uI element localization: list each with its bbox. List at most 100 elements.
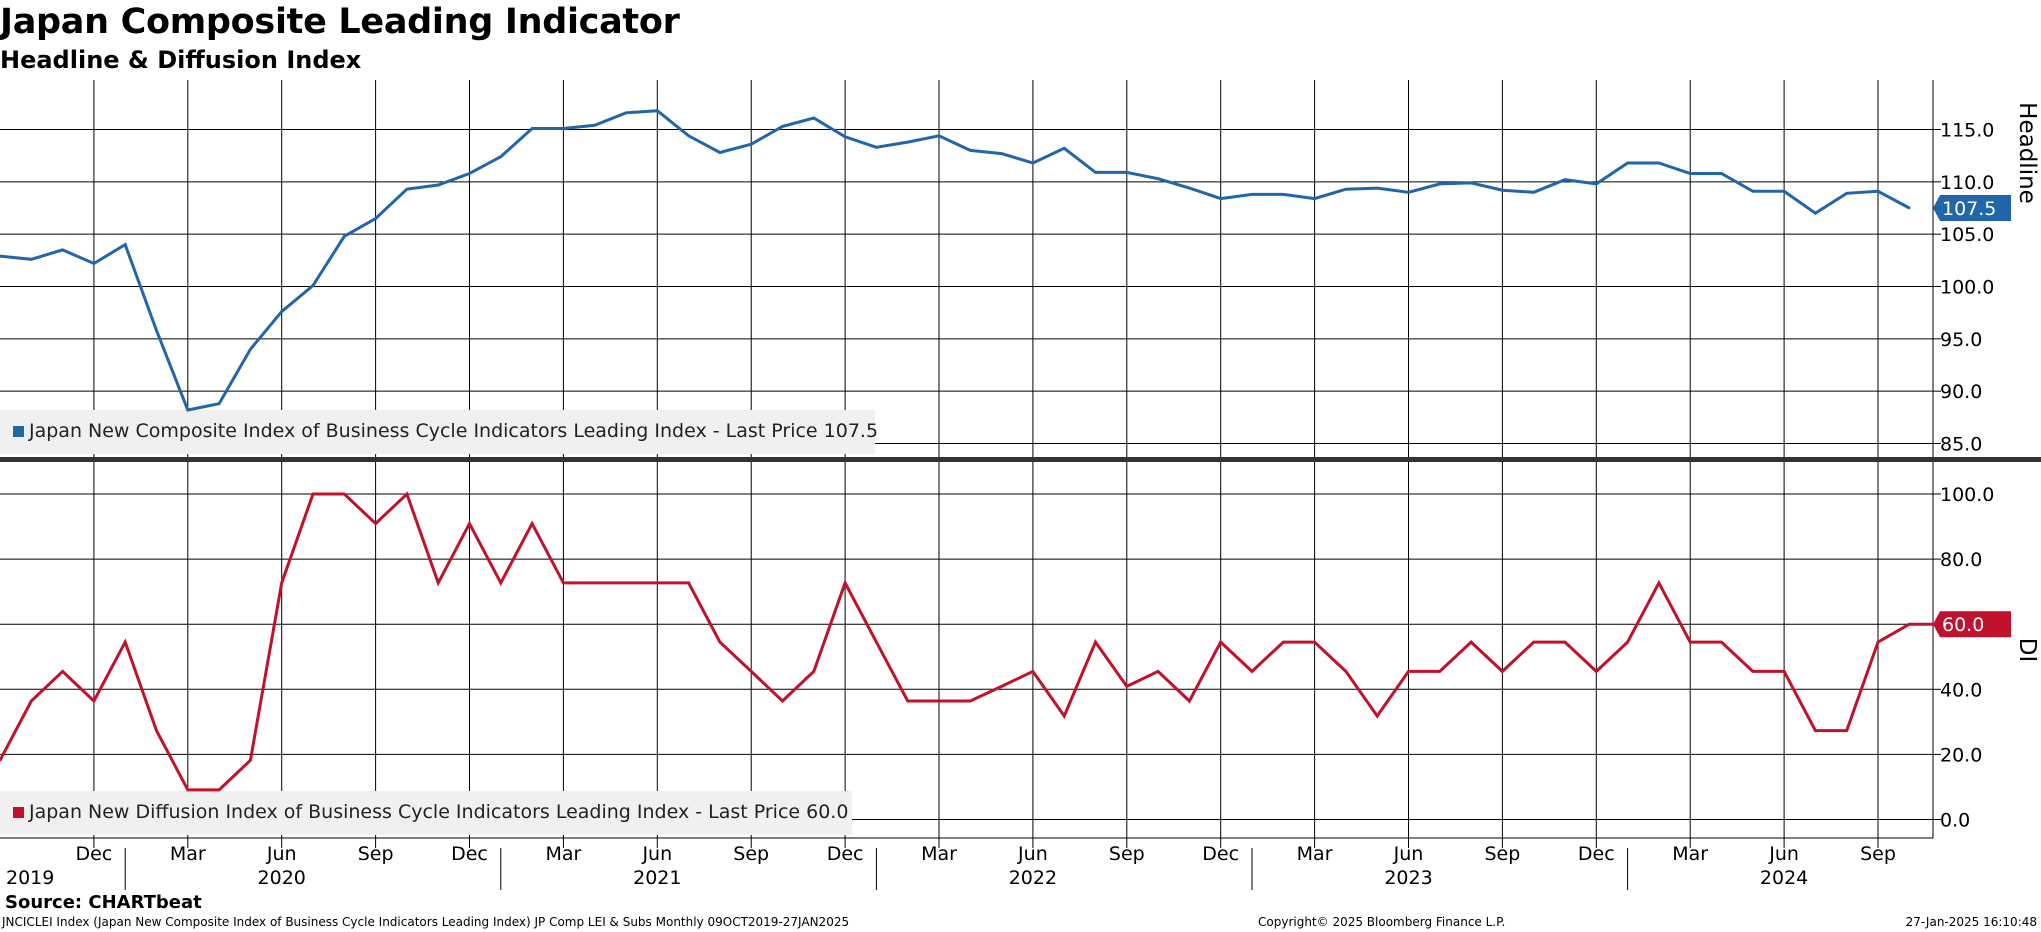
data-point: [750, 142, 753, 146]
data-point: [1000, 152, 1003, 155]
y-tick-label: 40.0: [1940, 679, 1982, 701]
x-tick-label: Sep: [358, 843, 394, 865]
x-tick-label: Jun: [266, 843, 297, 865]
series-description: JNCICLEI Index (Japan New Composite Inde…: [2, 915, 850, 929]
data-point: [1782, 670, 1786, 673]
data-point: [1031, 670, 1035, 673]
x-tick-label: Dec: [451, 843, 488, 865]
y-tick-label: 90.0: [1940, 381, 1982, 403]
x-tick-label: Dec: [76, 843, 113, 865]
x-year-label: 2024: [1760, 867, 1808, 889]
data-point: [1250, 670, 1254, 673]
data-point: [499, 581, 502, 585]
chart-subtitle: Headline & Diffusion Index: [0, 46, 362, 74]
legend-label: Japan New Composite Index of Business Cy…: [28, 420, 878, 442]
data-point: [1751, 670, 1755, 673]
data-point: [0, 254, 2, 258]
data-point: [374, 522, 377, 525]
data-point: [1469, 640, 1473, 644]
data-point: [468, 522, 471, 525]
x-tick-label: Mar: [545, 843, 581, 865]
data-point: [186, 408, 189, 412]
data-point: [906, 140, 909, 144]
data-point: [92, 262, 96, 265]
data-point: [562, 581, 565, 585]
data-point: [1219, 197, 1222, 200]
y-tick-label: 100.0: [1940, 484, 1994, 506]
data-point: [280, 310, 283, 313]
x-tick-label: Dec: [1578, 843, 1615, 865]
legend-box: [0, 410, 875, 454]
diffusion-series-line: [0, 491, 1941, 792]
data-point: [1563, 178, 1567, 181]
data-point: [155, 329, 158, 332]
data-point: [781, 125, 784, 128]
x-tick-label: Mar: [1297, 843, 1333, 865]
data-point: [249, 348, 252, 351]
data-point: [875, 640, 878, 644]
data-point: [30, 258, 33, 261]
x-tick-label: Mar: [170, 843, 206, 865]
data-point: [1657, 161, 1661, 165]
x-tick-label: Jun: [1393, 843, 1424, 865]
data-point: [1063, 714, 1066, 718]
data-point: [624, 581, 628, 585]
data-point: [718, 151, 722, 154]
data-point: [1156, 177, 1160, 180]
data-point: [280, 581, 283, 585]
y-tick-label: 105.0: [1940, 224, 1994, 246]
data-point: [843, 135, 847, 139]
x-tick-label: Mar: [1672, 843, 1708, 865]
data-point: [1376, 186, 1379, 190]
data-point: [593, 581, 596, 585]
data-point: [405, 187, 409, 191]
y-tick-label: 20.0: [1940, 744, 1982, 766]
data-point: [1908, 623, 1911, 626]
data-point: [1689, 640, 1692, 644]
data-point: [1782, 190, 1786, 193]
data-point: [1626, 640, 1629, 644]
last-price-label: 60.0: [1942, 614, 1984, 636]
data-point: [1751, 190, 1755, 193]
data-point: [530, 522, 534, 525]
data-point: [1845, 192, 1848, 195]
y-tick-label: 95.0: [1940, 329, 1982, 351]
data-point: [969, 699, 972, 703]
data-point: [1469, 181, 1473, 185]
copyright-note: Copyright© 2025 Bloomberg Finance L.P.: [1258, 915, 1506, 929]
data-point: [562, 127, 565, 130]
data-point: [1407, 670, 1410, 673]
data-point: [374, 217, 377, 220]
data-point: [1876, 190, 1880, 193]
data-point: [1219, 640, 1222, 644]
data-point: [530, 127, 534, 130]
data-point: [1344, 187, 1348, 191]
data-point: [311, 284, 315, 287]
data-point: [1156, 670, 1160, 673]
headline-series-line: [0, 109, 1911, 412]
data-point: [343, 492, 346, 496]
data-point: [656, 109, 659, 112]
y-tick-label: 0.0: [1940, 810, 1970, 832]
data-point: [437, 581, 440, 585]
data-point: [1282, 640, 1285, 644]
x-tick-label: Sep: [1484, 843, 1520, 865]
data-point: [812, 670, 815, 673]
data-point: [217, 788, 221, 792]
data-point: [843, 581, 847, 585]
y-tick-label: 100.0: [1940, 277, 1994, 299]
data-point: [906, 699, 909, 703]
data-point: [687, 581, 690, 585]
data-point: [1313, 197, 1316, 200]
data-point: [624, 111, 628, 114]
x-tick-label: Jun: [641, 843, 672, 865]
data-point: [656, 581, 659, 585]
data-point: [812, 116, 815, 120]
data-point: [1282, 193, 1285, 196]
y-tick-label: 85.0: [1940, 434, 1982, 456]
x-tick-label: Dec: [827, 843, 864, 865]
y-tick-label: 115.0: [1940, 120, 1994, 142]
data-point: [781, 699, 784, 703]
data-point: [687, 134, 690, 137]
chart-title: Japan Composite Leading Indicator: [0, 2, 680, 42]
